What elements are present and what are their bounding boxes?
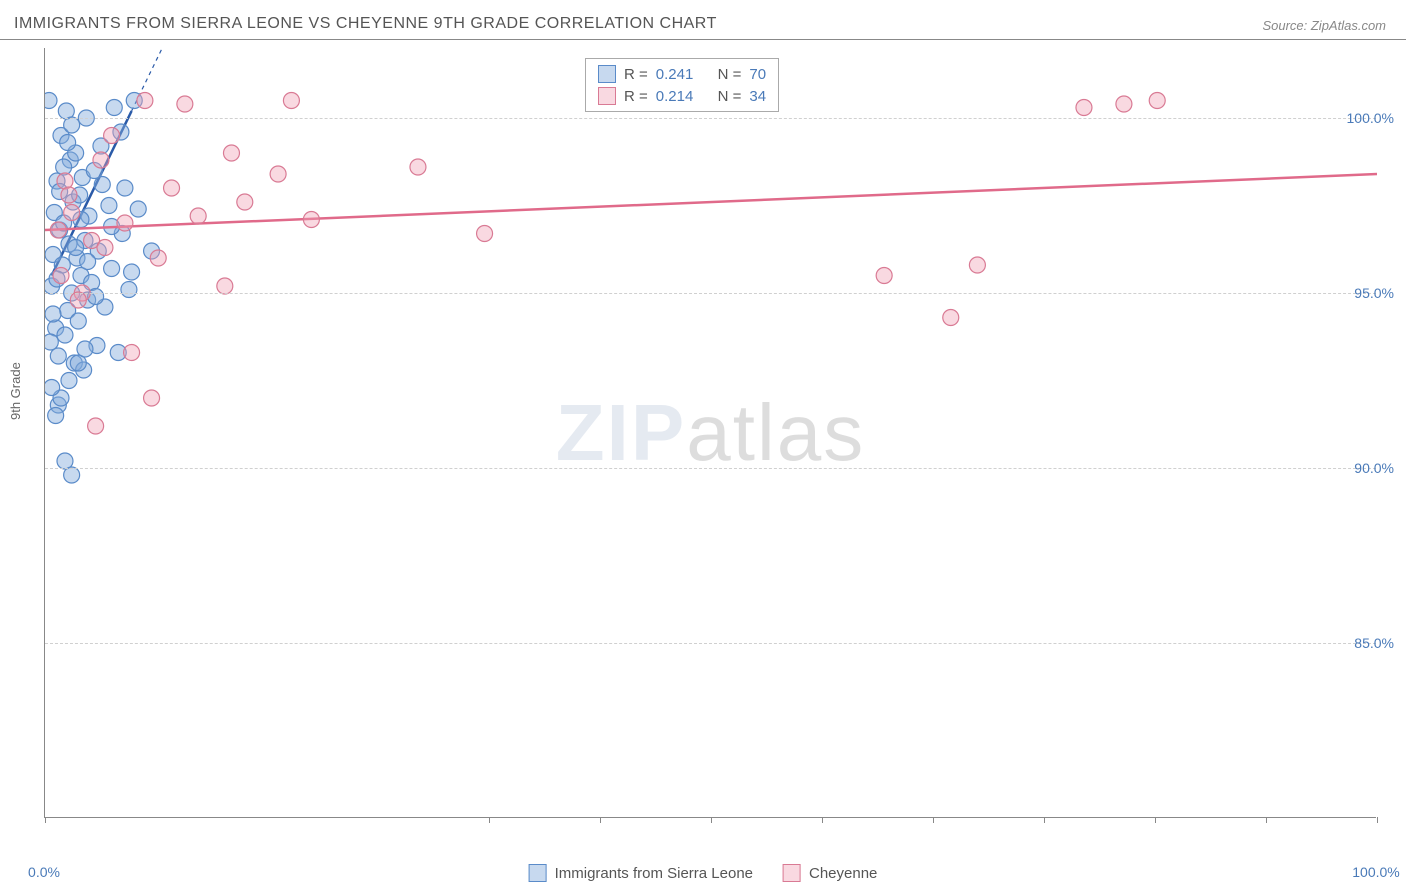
stat-row-0: R = 0.241 N = 70 bbox=[598, 63, 766, 85]
legend-swatch-cheyenne bbox=[783, 864, 801, 882]
r-value-0: 0.241 bbox=[656, 66, 694, 83]
x-tick bbox=[933, 817, 934, 823]
r-value-1: 0.214 bbox=[656, 88, 694, 105]
legend-swatch-sierra-leone bbox=[529, 864, 547, 882]
stat-legend: R = 0.241 N = 70 R = 0.214 N = 34 bbox=[585, 58, 779, 112]
y-axis-label: 9th Grade bbox=[8, 362, 23, 420]
x-tick bbox=[600, 817, 601, 823]
swatch-sierra-leone bbox=[598, 65, 616, 83]
x-tick bbox=[1266, 817, 1267, 823]
legend-label-0: Immigrants from Sierra Leone bbox=[555, 865, 753, 882]
gridline bbox=[45, 643, 1376, 644]
legend-label-1: Cheyenne bbox=[809, 865, 877, 882]
y-tick-label: 85.0% bbox=[1354, 635, 1394, 651]
stat-row-1: R = 0.214 N = 34 bbox=[598, 85, 766, 107]
r-label-0: R = bbox=[624, 66, 648, 83]
plot-svg bbox=[45, 48, 1377, 818]
x-tick bbox=[822, 817, 823, 823]
bottom-legend: Immigrants from Sierra Leone Cheyenne bbox=[529, 864, 878, 882]
x-tick bbox=[711, 817, 712, 823]
chart-header: IMMIGRANTS FROM SIERRA LEONE VS CHEYENNE… bbox=[0, 0, 1406, 40]
gridline bbox=[45, 468, 1376, 469]
y-tick-label: 100.0% bbox=[1347, 110, 1394, 126]
n-label-0: N = bbox=[718, 66, 742, 83]
x-tick bbox=[45, 817, 46, 823]
swatch-cheyenne bbox=[598, 87, 616, 105]
x-tick-label-start: 0.0% bbox=[28, 864, 60, 880]
legend-item-1: Cheyenne bbox=[783, 864, 877, 882]
y-tick-label: 90.0% bbox=[1354, 460, 1394, 476]
x-tick bbox=[489, 817, 490, 823]
x-tick bbox=[1377, 817, 1378, 823]
y-tick-label: 95.0% bbox=[1354, 285, 1394, 301]
n-value-1: 34 bbox=[749, 88, 766, 105]
n-value-0: 70 bbox=[749, 66, 766, 83]
chart-source: Source: ZipAtlas.com bbox=[1262, 18, 1386, 33]
r-label-1: R = bbox=[624, 88, 648, 105]
x-tick-label-end: 100.0% bbox=[1352, 864, 1399, 880]
x-tick bbox=[1155, 817, 1156, 823]
x-tick bbox=[1044, 817, 1045, 823]
gridline bbox=[45, 118, 1376, 119]
n-label-1: N = bbox=[718, 88, 742, 105]
legend-item-0: Immigrants from Sierra Leone bbox=[529, 864, 753, 882]
plot-area: ZIPatlas bbox=[44, 48, 1376, 818]
chart-title: IMMIGRANTS FROM SIERRA LEONE VS CHEYENNE… bbox=[14, 15, 717, 33]
gridline bbox=[45, 293, 1376, 294]
